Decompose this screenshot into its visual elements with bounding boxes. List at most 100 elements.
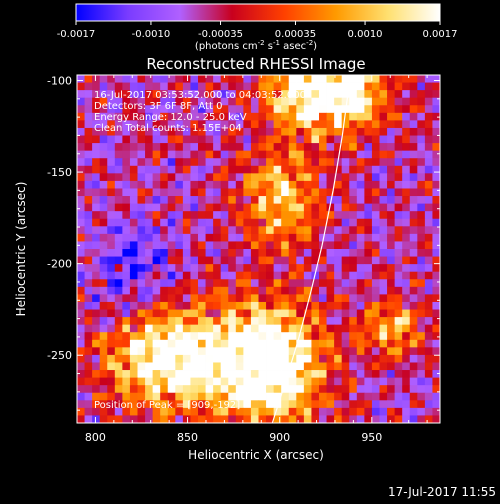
heatmap-cell <box>107 317 116 326</box>
heatmap-cell <box>349 317 358 326</box>
heatmap-cell <box>341 226 350 235</box>
heatmap-cell <box>175 279 184 288</box>
heatmap-cell <box>379 286 388 295</box>
heatmap-cell <box>379 294 388 303</box>
annotation-detectors: Detectors: 3F 6F 8F, Att 0 <box>94 101 222 112</box>
colorbar-tick-label: -0.0017 <box>57 29 96 40</box>
heatmap-cell <box>152 173 161 182</box>
heatmap-cell <box>175 392 184 401</box>
heatmap-cell <box>190 264 199 273</box>
heatmap-cell <box>387 286 396 295</box>
heatmap-cell <box>250 324 259 333</box>
heatmap-cell <box>387 120 396 129</box>
heatmap-cell <box>182 294 191 303</box>
heatmap-cell <box>77 218 85 227</box>
heatmap-cell <box>145 226 154 235</box>
heatmap-cell <box>107 271 116 280</box>
heatmap-cell <box>137 279 146 288</box>
heatmap-cell <box>326 112 335 121</box>
heatmap-cell <box>288 112 297 121</box>
heatmap-cell <box>273 339 282 348</box>
heatmap-cell <box>84 249 93 257</box>
heatmap-cell <box>250 407 259 416</box>
heatmap-cell <box>364 264 373 273</box>
heatmap-cell <box>266 370 275 379</box>
heatmap-cell <box>334 211 343 220</box>
heatmap-cell <box>349 143 358 152</box>
heatmap-cell <box>258 317 267 326</box>
heatmap-cell <box>266 347 275 356</box>
heatmap-cell <box>243 127 252 136</box>
heatmap-cell <box>77 301 85 310</box>
heatmap-cell <box>152 112 161 121</box>
heatmap-cell <box>182 158 191 167</box>
heatmap-cell <box>379 150 388 159</box>
heatmap-cell <box>175 203 184 212</box>
heatmap-cell <box>213 241 222 250</box>
heatmap-cell <box>205 400 214 409</box>
heatmap-cell <box>319 249 327 257</box>
heatmap-cell <box>409 347 418 356</box>
heatmap-cell <box>167 105 176 114</box>
heatmap-cell <box>190 105 199 114</box>
heatmap-cell <box>356 392 365 401</box>
heatmap-cell <box>371 264 380 273</box>
heatmap-cell <box>190 188 199 197</box>
heatmap-cell <box>424 150 433 159</box>
heatmap-cell <box>417 196 426 205</box>
heatmap-cell <box>84 165 93 174</box>
heatmap-cell <box>107 97 116 106</box>
heatmap-cell <box>371 354 380 363</box>
heatmap-cell <box>114 173 123 182</box>
heatmap-cell <box>84 120 93 129</box>
heatmap-cell <box>152 233 161 242</box>
heatmap-cell <box>356 370 365 379</box>
heatmap-cell <box>281 233 290 242</box>
heatmap-cell <box>379 264 388 273</box>
heatmap-cell <box>334 407 343 416</box>
heatmap-cell <box>409 90 418 99</box>
heatmap-cell <box>349 112 358 121</box>
heatmap-cell <box>220 385 229 394</box>
heatmap-cell <box>402 339 411 348</box>
heatmap-cell <box>288 120 297 129</box>
heatmap-cell <box>213 332 222 341</box>
heatmap-cell <box>341 249 350 257</box>
heatmap-cell <box>77 354 85 363</box>
heatmap-cell <box>311 286 320 295</box>
heatmap-cell <box>99 256 108 265</box>
heatmap-cell <box>334 362 343 371</box>
heatmap-cell <box>205 332 214 341</box>
heatmap-cell <box>371 415 380 423</box>
heatmap-cell <box>190 196 199 205</box>
heatmap-cell <box>77 158 85 167</box>
heatmap-cell <box>371 249 380 257</box>
heatmap-cell <box>387 75 396 83</box>
heatmap-cell <box>137 173 146 182</box>
heatmap-cell <box>349 264 358 273</box>
heatmap-cell <box>160 105 169 114</box>
heatmap-cell <box>311 347 320 356</box>
heatmap-cell <box>220 127 229 136</box>
heatmap-cell <box>379 271 388 280</box>
heatmap-cell <box>84 407 93 416</box>
heatmap-cell <box>273 75 282 83</box>
heatmap-cell <box>243 173 252 182</box>
heatmap-cell <box>326 385 335 394</box>
heatmap-cell <box>122 97 131 106</box>
heatmap-cell <box>266 249 275 257</box>
x-tick-label: 900 <box>269 431 290 444</box>
heatmap-cell <box>243 392 252 401</box>
heatmap-cell <box>394 90 403 99</box>
heatmap-cell <box>235 347 244 356</box>
heatmap-cell <box>387 309 396 318</box>
heatmap-cell <box>296 97 305 106</box>
heatmap-cell <box>198 82 206 91</box>
heatmap-cell <box>145 135 154 144</box>
heatmap-cell <box>371 233 380 242</box>
heatmap-cell <box>198 135 206 144</box>
heatmap-cell <box>356 150 365 159</box>
heatmap-cell <box>137 203 146 212</box>
heatmap-cell <box>228 143 237 152</box>
heatmap-cell <box>152 294 161 303</box>
